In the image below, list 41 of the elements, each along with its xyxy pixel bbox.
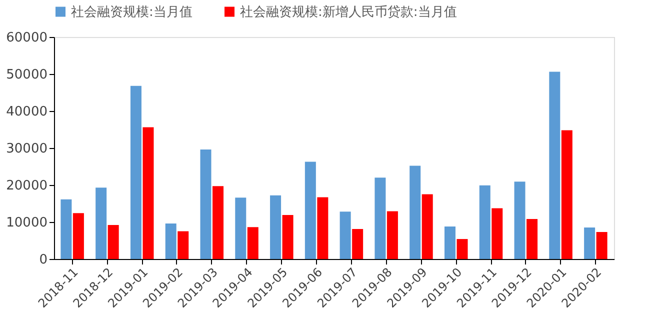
- bar: [352, 229, 364, 259]
- y-tick-label: 40000: [6, 104, 48, 120]
- bar: [165, 223, 176, 259]
- bar: [235, 198, 246, 259]
- bar: [317, 197, 328, 259]
- y-tick-label: 0: [39, 252, 48, 268]
- bar: [60, 199, 72, 259]
- legend-label: 社会融资规模:新增人民币贷款:当月值: [240, 4, 457, 20]
- bar: [549, 72, 560, 259]
- bar: [212, 186, 224, 259]
- bar: [200, 149, 212, 259]
- bar: [142, 127, 154, 259]
- bar: [410, 166, 421, 259]
- bar: [340, 212, 351, 259]
- bar: [282, 214, 294, 259]
- bar: [178, 231, 189, 259]
- bar: [514, 182, 526, 259]
- bar: [444, 226, 456, 259]
- bar: [386, 211, 398, 259]
- y-tick-label: 60000: [6, 30, 48, 46]
- y-tick-label: 30000: [6, 142, 48, 156]
- bar: [374, 178, 386, 259]
- legend-label: 社会融资规模:当月值: [71, 4, 192, 20]
- y-tick-label: 20000: [6, 178, 48, 194]
- bar: [479, 185, 490, 259]
- bar: [304, 162, 316, 259]
- bar: [270, 195, 282, 259]
- bar: [526, 219, 538, 259]
- bar: [108, 224, 119, 259]
- bar: [584, 228, 596, 259]
- bar: [422, 194, 433, 259]
- bar: [561, 130, 572, 259]
- bar: [72, 213, 84, 259]
- bar: [596, 232, 608, 259]
- y-tick-label: 10000: [6, 216, 48, 230]
- bar: [456, 239, 468, 259]
- y-tick-label: 50000: [6, 68, 48, 82]
- bar: [96, 188, 107, 259]
- bar: [492, 208, 503, 259]
- bar: [247, 227, 258, 259]
- bar: [130, 86, 142, 259]
